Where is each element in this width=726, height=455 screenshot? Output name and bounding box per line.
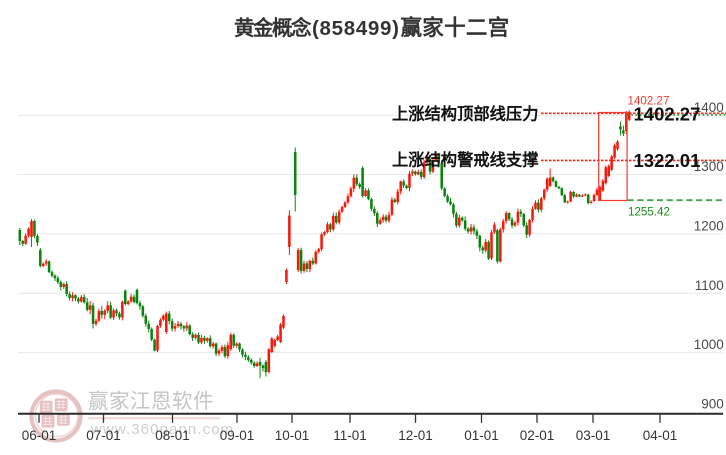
svg-text:11-01: 11-01 [333,428,367,443]
svg-text:赢家江恩软件: 赢家江恩软件 [88,390,214,413]
svg-text:10-01: 10-01 [275,428,310,443]
svg-text:900: 900 [701,397,724,412]
svg-text:08-01: 08-01 [155,428,190,443]
svg-text:09-01: 09-01 [220,428,255,443]
svg-text:黄金概念: 黄金概念 [234,16,312,40]
svg-text:02-01: 02-01 [520,428,555,443]
svg-text:1400: 1400 [694,100,724,115]
svg-text:1402.27: 1402.27 [628,94,670,107]
svg-text:01-01: 01-01 [464,428,499,443]
svg-text:03-01: 03-01 [576,428,611,443]
svg-text:1300: 1300 [694,159,724,174]
svg-text:1322.01: 1322.01 [634,150,701,171]
svg-text:www.360gann.com: www.360gann.com [90,421,234,438]
svg-text:07-01: 07-01 [86,428,121,443]
svg-text:12-01: 12-01 [398,428,433,443]
svg-text:04-01: 04-01 [643,428,678,443]
svg-text:上涨结构警戒线支撑: 上涨结构警戒线支撑 [392,151,539,170]
svg-text:赢家十二宫: 赢家十二宫 [401,15,510,40]
svg-text:06-01: 06-01 [22,428,57,443]
svg-text:上涨结构顶部线压力: 上涨结构顶部线压力 [392,105,539,124]
svg-text:1000: 1000 [694,337,724,352]
svg-text:1255.42: 1255.42 [628,205,670,218]
svg-text:1100: 1100 [695,278,724,293]
svg-text:1200: 1200 [694,218,724,233]
svg-text:(858499): (858499) [312,17,400,40]
svg-text:1402.27: 1402.27 [634,104,701,125]
